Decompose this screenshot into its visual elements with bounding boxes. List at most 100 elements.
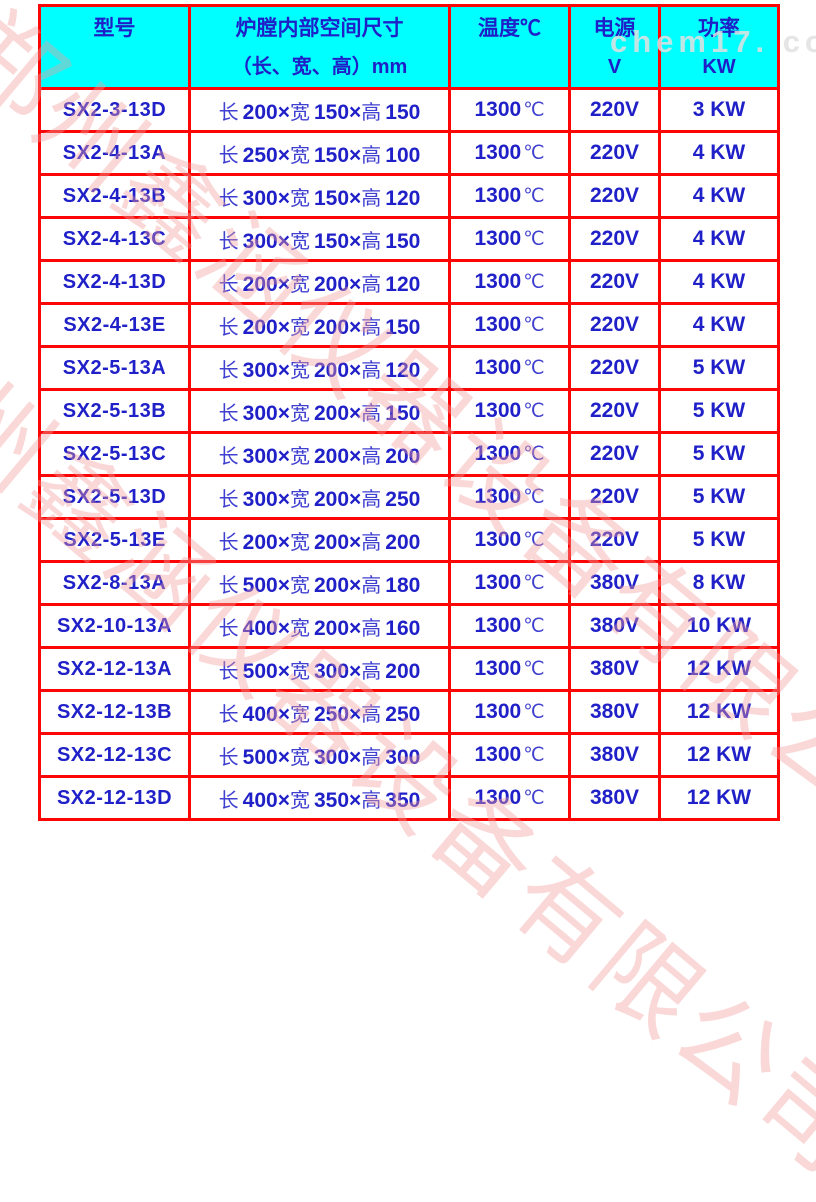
- height-value: 180: [385, 573, 421, 597]
- times-sign: ×: [277, 530, 290, 554]
- height-label: 高: [361, 445, 382, 468]
- length-value: 300: [242, 229, 278, 253]
- temperature-unit: ℃: [523, 573, 545, 594]
- temperature-cell: 1300 ℃: [448, 302, 571, 348]
- times-sign: ×: [277, 186, 290, 210]
- voltage-cell: 220V: [568, 87, 661, 133]
- table-row: SX2-5-13E 长 200×宽 200×高 200 1300 ℃ 220V 5 KW: [38, 517, 780, 563]
- header-model: 型号: [38, 4, 191, 90]
- power-cell: 8 KW: [658, 560, 780, 606]
- model-value: SX2-4-13E: [63, 313, 166, 336]
- times-sign: ×: [349, 745, 362, 769]
- header-chamber-line2: （长、宽、高）mm: [231, 56, 408, 78]
- dimensions-cell: 长 400×宽 250×高 250: [188, 689, 451, 735]
- temperature-value: 1300: [474, 485, 522, 508]
- width-value: 200: [313, 401, 350, 425]
- dimensions-cell: 长 400×宽 200×高 160: [188, 603, 451, 649]
- dimensions-cell: 长 400×宽 350×高 350: [188, 775, 451, 821]
- voltage-cell: 220V: [568, 431, 661, 477]
- model-cell: SX2-5-13E: [38, 517, 191, 563]
- temperature-unit: ℃: [523, 487, 545, 508]
- width-value: 150: [313, 143, 350, 167]
- dimensions-cell: 长 500×宽 300×高 200: [188, 646, 451, 692]
- temperature-value: 1300: [474, 141, 522, 164]
- width-label: 宽: [289, 316, 310, 339]
- length-label: 长: [218, 660, 239, 683]
- voltage-cell: 220V: [568, 302, 661, 348]
- temperature-unit: ℃: [523, 315, 545, 336]
- temperature-cell: 1300 ℃: [448, 474, 571, 520]
- length-value: 300: [242, 401, 278, 425]
- width-value: 200: [313, 358, 350, 382]
- table-row: SX2-12-13A 长 500×宽 300×高 200 1300 ℃ 380V 12 …: [38, 646, 780, 692]
- temperature-cell: 1300 ℃: [448, 517, 571, 563]
- power-cell: 4 KW: [658, 259, 780, 305]
- temperature-value: 1300: [474, 356, 522, 379]
- length-value: 500: [242, 745, 278, 769]
- length-value: 500: [242, 573, 278, 597]
- model-value: SX2-10-13A: [56, 614, 173, 637]
- width-value: 150: [313, 229, 350, 253]
- length-label: 长: [218, 187, 239, 210]
- height-label: 高: [361, 144, 382, 167]
- table-row: SX2-5-13D 长 300×宽 200×高 250 1300 ℃ 220V 5 KW: [38, 474, 780, 520]
- temperature-value: 1300: [474, 614, 522, 637]
- temperature-unit: ℃: [523, 530, 545, 551]
- temperature-value: 1300: [474, 786, 522, 809]
- temperature-unit: ℃: [523, 100, 545, 121]
- table-row: SX2-10-13A 长 400×宽 200×高 160 1300 ℃ 380V 10 …: [38, 603, 780, 649]
- height-value: 150: [385, 229, 421, 253]
- height-value: 150: [385, 100, 421, 124]
- model-value: SX2-12-13D: [56, 786, 173, 809]
- model-cell: SX2-12-13A: [38, 646, 191, 692]
- model-cell: SX2-3-13D: [38, 87, 191, 133]
- temperature-cell: 1300 ℃: [448, 388, 571, 434]
- length-value: 300: [242, 487, 278, 511]
- length-label: 长: [218, 359, 239, 382]
- width-value: 200: [313, 315, 350, 339]
- times-sign: ×: [349, 702, 362, 726]
- table-row: SX2-8-13A 长 500×宽 200×高 180 1300 ℃ 380V 8 KW: [38, 560, 780, 606]
- model-cell: SX2-5-13C: [38, 431, 191, 477]
- model-cell: SX2-5-13B: [38, 388, 191, 434]
- voltage-cell: 380V: [568, 689, 661, 735]
- times-sign: ×: [349, 143, 362, 167]
- height-value: 150: [385, 315, 421, 339]
- voltage-value: 380V: [589, 743, 640, 766]
- voltage-value: 380V: [589, 614, 640, 637]
- model-value: SX2-4-13B: [62, 184, 167, 207]
- model-cell: SX2-4-13D: [38, 259, 191, 305]
- dimensions-cell: 长 200×宽 150×高 150: [188, 87, 451, 133]
- power-cell: 12 KW: [658, 732, 780, 778]
- length-label: 长: [218, 488, 239, 511]
- voltage-value: 380V: [589, 786, 640, 809]
- width-label: 宽: [289, 789, 310, 812]
- dimensions-cell: 长 200×宽 200×高 120: [188, 259, 451, 305]
- height-label: 高: [361, 230, 382, 253]
- model-value: SX2-8-13A: [62, 571, 167, 594]
- times-sign: ×: [349, 530, 362, 554]
- times-sign: ×: [349, 573, 362, 597]
- times-sign: ×: [349, 487, 362, 511]
- power-cell: 5 KW: [658, 345, 780, 391]
- temperature-cell: 1300 ℃: [448, 216, 571, 262]
- header-temperature: 温度℃: [448, 4, 571, 90]
- times-sign: ×: [277, 272, 290, 296]
- times-sign: ×: [349, 444, 362, 468]
- times-sign: ×: [277, 487, 290, 511]
- width-label: 宽: [289, 359, 310, 382]
- times-sign: ×: [349, 788, 362, 812]
- model-cell: SX2-4-13B: [38, 173, 191, 219]
- model-cell: SX2-4-13A: [38, 130, 191, 176]
- header-chamber-size: 炉膛内部空间尺寸 （长、宽、高）mm: [188, 4, 451, 90]
- table-row: SX2-12-13C 长 500×宽 300×高 300 1300 ℃ 380V 12 …: [38, 732, 780, 778]
- length-label: 长: [218, 402, 239, 425]
- table-row: SX2-12-13B 长 400×宽 250×高 250 1300 ℃ 380V 12 …: [38, 689, 780, 735]
- header-power: 功率 KW: [658, 4, 780, 90]
- times-sign: ×: [349, 229, 362, 253]
- height-label: 高: [361, 402, 382, 425]
- height-label: 高: [361, 488, 382, 511]
- voltage-value: 220V: [589, 313, 640, 336]
- length-value: 400: [242, 616, 278, 640]
